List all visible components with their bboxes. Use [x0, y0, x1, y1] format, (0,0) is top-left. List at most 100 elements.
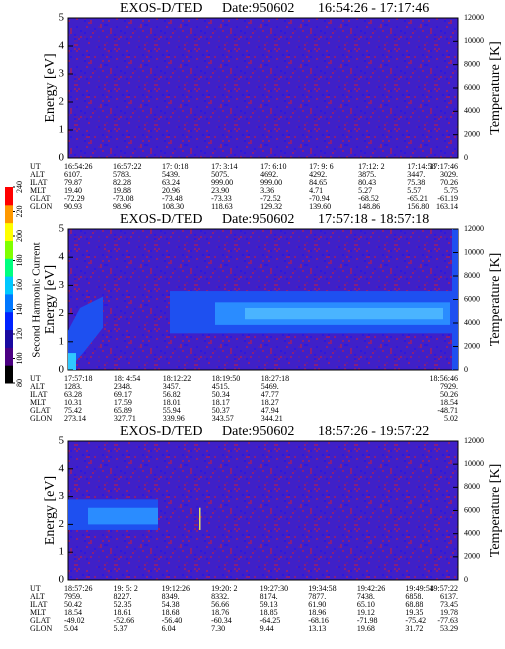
y2-tick-label: 4000: [464, 528, 480, 537]
table-cell: 18.17: [212, 398, 230, 407]
y-tick-label: 4: [59, 40, 65, 52]
table-cell: 23.90: [211, 186, 229, 195]
table-row-label: GLON: [30, 202, 52, 211]
feature: [68, 296, 103, 370]
table-cell: 5.27: [358, 186, 372, 195]
table-cell: -73.33: [211, 194, 232, 203]
colorbar-tick-label: 160: [15, 279, 24, 291]
table-cell: 1283.: [64, 382, 82, 391]
feature: [199, 507, 201, 530]
table-cell: 90.93: [64, 202, 82, 211]
table-cell: 80.43: [358, 178, 376, 187]
table-cell: 6137.: [440, 592, 458, 601]
table-cell: 18:12:22: [163, 374, 191, 383]
table-cell: 4292.: [309, 170, 327, 179]
colorbar-swatch: [5, 329, 13, 348]
y2-tick-label: 8000: [464, 482, 480, 491]
colorbar-tick-label: 80: [15, 379, 24, 387]
table-row-label: ALT: [30, 382, 45, 391]
table-cell: 19.12: [357, 608, 375, 617]
y2-tick-label: 8000: [464, 59, 480, 68]
table-cell: 163.14: [436, 202, 458, 211]
table-cell: 59.13: [260, 600, 278, 609]
table-cell: -68.52: [358, 194, 379, 203]
table-cell: 17:17:46: [430, 162, 458, 171]
table-cell: 7877.: [308, 592, 326, 601]
y-tick-label: 0: [59, 152, 65, 164]
table-cell: 9.44: [260, 624, 274, 633]
table-cell: 19:34:58: [308, 584, 336, 593]
y2-label: Temperature [K]: [488, 41, 503, 134]
table-cell: 18:56:46: [430, 374, 458, 383]
table-cell: 19:20: 2: [211, 584, 237, 593]
table-cell: 98.96: [113, 202, 131, 211]
table-cell: 999.00: [260, 178, 282, 187]
date: Date:950602: [222, 212, 294, 227]
table-cell: 63.28: [64, 390, 82, 399]
time-range: 16:54:26 - 17:17:46: [318, 1, 429, 16]
table-cell: 8332.: [211, 592, 229, 601]
table-cell: 5.75: [444, 186, 458, 195]
y-tick-label: 1: [59, 124, 65, 136]
table-cell: 50.37: [212, 406, 230, 415]
table-cell: 8174.: [260, 592, 278, 601]
table-row-label: ILAT: [30, 178, 47, 187]
table-cell: 61.90: [308, 600, 326, 609]
table-cell: 18.96: [308, 608, 326, 617]
colorbar-tick-label: 120: [15, 328, 24, 340]
y2-tick-label: 0: [464, 365, 468, 374]
table-cell: -77.63: [437, 616, 458, 625]
y-tick-label: 5: [59, 223, 65, 235]
table-cell: -48.71: [437, 406, 458, 415]
table-cell: 84.65: [309, 178, 327, 187]
table-cell: 20.96: [162, 186, 180, 195]
table-cell: 5439.: [162, 170, 180, 179]
table-cell: 4692.: [260, 170, 278, 179]
y2-tick-label: 10000: [464, 247, 484, 256]
table-cell: 17:57:18: [64, 374, 92, 383]
table-cell: 129.32: [260, 202, 282, 211]
table-cell: 999.00: [211, 178, 233, 187]
table-cell: 10.31: [64, 398, 82, 407]
table-cell: 54.38: [162, 600, 180, 609]
table-cell: 17: 0:18: [162, 162, 188, 171]
table-cell: 18.54: [440, 398, 458, 407]
table-cell: 19.35: [405, 608, 423, 617]
table-cell: 18.61: [113, 608, 131, 617]
table-cell: 19:49:54: [405, 584, 433, 593]
table-cell: 156.80: [407, 202, 429, 211]
table-cell: 31.72: [405, 624, 423, 633]
table-cell: -64.25: [260, 616, 281, 625]
y-tick-label: 4: [59, 251, 65, 263]
colorbar-swatch: [5, 222, 13, 241]
table-cell: 19.68: [357, 624, 375, 633]
table-cell: 4.71: [309, 186, 323, 195]
table-row-label: ILAT: [30, 600, 47, 609]
table-row-label: ALT: [30, 592, 45, 601]
table-cell: 343.57: [212, 414, 234, 423]
table-cell: 19: 5: 2: [113, 584, 137, 593]
y2-tick-label: 8000: [464, 271, 480, 280]
time-range: 17:57:18 - 18:57:18: [318, 212, 429, 227]
title: EXOS-D/TED: [120, 212, 202, 227]
y2-tick-label: 12000: [464, 224, 484, 233]
table-cell: 47.94: [261, 406, 279, 415]
table-cell: 65.10: [357, 600, 375, 609]
colorbar-swatch: [5, 258, 13, 277]
y-tick-label: 5: [59, 12, 65, 24]
table-cell: 7959.: [64, 592, 82, 601]
table-cell: 69.17: [114, 390, 132, 399]
colorbar-swatch: [5, 276, 13, 295]
y-label: Energy [eV]: [43, 476, 58, 545]
table-cell: 50.34: [212, 390, 230, 399]
table-cell: 73.45: [440, 600, 458, 609]
table-cell: 17: 3:14: [211, 162, 237, 171]
table-cell: 56.66: [211, 600, 229, 609]
table-cell: -70.94: [309, 194, 330, 203]
table-cell: 18.01: [163, 398, 181, 407]
table-cell: 18: 4:54: [114, 374, 140, 383]
table-cell: -52.66: [113, 616, 134, 625]
table-row-label: UT: [30, 374, 41, 383]
table-row-label: MLT: [30, 398, 46, 407]
